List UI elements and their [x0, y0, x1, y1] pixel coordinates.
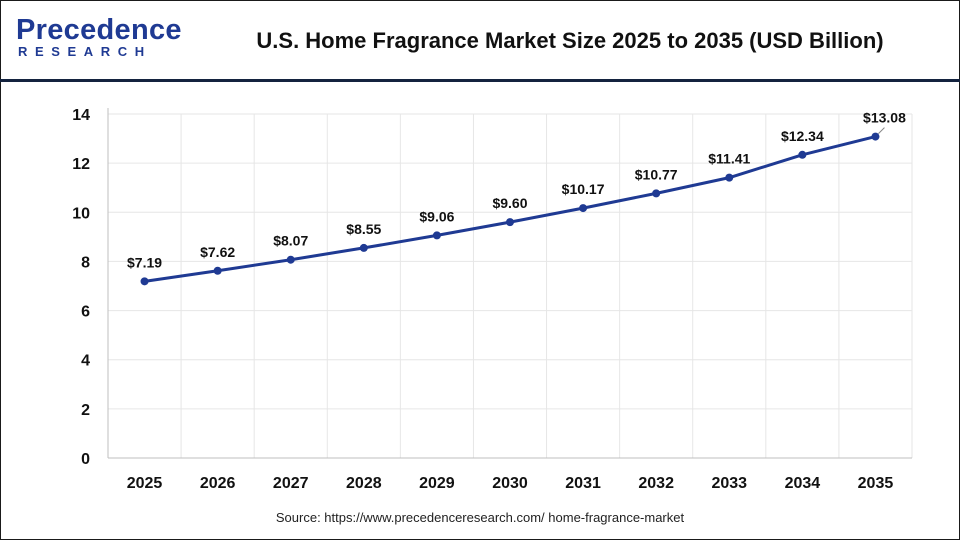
data-label: $13.08 [863, 110, 906, 126]
y-tick-label: 8 [81, 254, 90, 271]
data-label: $7.62 [200, 244, 235, 260]
source-note: Source: https://www.precedenceresearch.c… [275, 510, 685, 525]
data-point [652, 189, 661, 198]
header-divider [0, 79, 960, 82]
data-labels: $7.19 $7.62 $8.07 $8.55 $9.06 $9.60 $10.17 $10.… [127, 110, 906, 271]
data-label: $10.77 [635, 166, 678, 182]
header: Precedence RESEARCH U.S. Home Fragrance … [0, 0, 960, 80]
data-point [286, 255, 295, 264]
data-label: $12.34 [781, 128, 824, 144]
y-tick-labels: 0 2 4 6 8 10 12 14 [72, 107, 90, 468]
logo-wordmark: Precedence [16, 14, 182, 46]
y-tick-label: 12 [72, 156, 90, 173]
data-point [725, 173, 734, 182]
x-tick-label: 2031 [565, 475, 601, 492]
x-tick-label: 2033 [711, 475, 747, 492]
axes [107, 108, 912, 459]
y-tick-label: 0 [81, 451, 90, 468]
x-tick-label: 2034 [785, 475, 821, 492]
data-points [140, 132, 880, 286]
chart-title: U.S. Home Fragrance Market Size 2025 to … [256, 28, 884, 53]
data-point [432, 231, 441, 240]
data-label: $9.60 [492, 195, 527, 211]
data-point [213, 266, 222, 275]
brand-logo: Precedence RESEARCH [16, 14, 182, 64]
x-tick-label: 2030 [492, 475, 528, 492]
x-tick-label: 2032 [638, 475, 674, 492]
data-point [506, 218, 514, 227]
y-tick-label: 2 [81, 402, 90, 419]
x-tick-label: 2028 [346, 475, 382, 492]
data-point [798, 150, 807, 159]
data-label: $10.17 [562, 181, 605, 197]
data-point [140, 277, 149, 286]
y-tick-label: 10 [72, 205, 90, 222]
data-point [359, 243, 368, 252]
data-label: $8.07 [273, 233, 308, 249]
y-tick-label: 14 [72, 107, 90, 124]
x-tick-labels: 2025 2026 2027 2028 2029 2030 2031 2032 2033 2034… [127, 475, 894, 492]
y-tick-label: 4 [81, 353, 90, 370]
data-label: $11.41 [708, 151, 750, 167]
x-tick-label: 2025 [127, 475, 163, 492]
data-label: $9.06 [419, 208, 454, 224]
data-label: $8.55 [346, 221, 381, 237]
x-tick-label: 2035 [858, 475, 894, 492]
x-tick-label: 2027 [273, 475, 309, 492]
logo-subtitle: RESEARCH [18, 44, 152, 59]
data-label: $7.19 [127, 254, 162, 270]
x-tick-label: 2029 [419, 475, 455, 492]
data-point [871, 132, 880, 141]
data-label-leader [878, 127, 885, 134]
data-point [579, 204, 588, 213]
y-tick-label: 6 [81, 304, 90, 321]
x-tick-label: 2026 [200, 475, 236, 492]
grid-lines [107, 113, 913, 458]
